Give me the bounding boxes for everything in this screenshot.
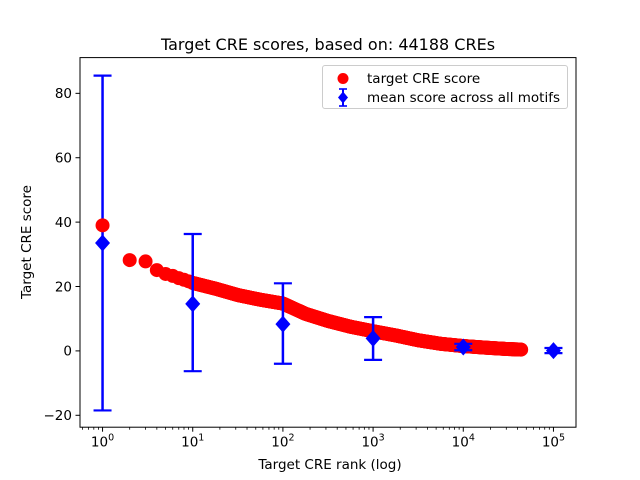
red-scatter-point — [138, 254, 153, 269]
y-tick-label: 40 — [55, 215, 72, 231]
y-tick-label: 60 — [55, 151, 72, 167]
x-tick-label: 103 — [361, 433, 384, 451]
legend-item-target-cre-score: target CRE score — [331, 69, 563, 88]
x-tick-label: 105 — [542, 433, 565, 451]
mean-errorbar — [364, 315, 383, 362]
mean-errorbar — [544, 342, 563, 360]
chart-title: Target CRE scores, based on: 44188 CREs — [160, 35, 496, 54]
red-scatter-point — [514, 342, 529, 357]
x-axis-label: Target CRE rank (log) — [258, 457, 402, 473]
mean-diamond-marker — [185, 295, 201, 313]
y-tick-label: 20 — [55, 279, 72, 295]
legend-label: target CRE score — [367, 70, 481, 87]
y-tick-label: −20 — [44, 408, 73, 424]
blue-diamond-errorbar-icon — [338, 88, 348, 107]
x-tick-label: 101 — [181, 433, 204, 451]
mean-errorbar — [454, 338, 473, 356]
legend-item-mean-score: mean score across all motifs — [331, 88, 563, 107]
red-scatter-point — [122, 253, 137, 268]
legend-label: mean score across all motifs — [367, 89, 561, 106]
y-tick-label: 80 — [55, 86, 72, 102]
mean-diamond-marker — [455, 338, 471, 356]
y-axis-label: Target CRE score — [19, 185, 35, 299]
x-tick-label: 104 — [452, 433, 475, 451]
x-tick-label: 102 — [271, 433, 294, 451]
mean-errorbar — [273, 282, 292, 365]
mean-diamond-marker — [275, 315, 291, 333]
mean-diamond-marker — [365, 329, 381, 347]
red-dot-icon — [337, 73, 349, 84]
mean-diamond-marker — [95, 234, 111, 252]
legend: target CRE score mean score across all m… — [322, 65, 568, 109]
y-tick-label: 0 — [63, 344, 72, 360]
mean-errorbar — [183, 232, 202, 373]
red-scatter-point — [95, 218, 110, 233]
x-tick-label: 100 — [91, 433, 114, 451]
mean-errorbar — [93, 74, 112, 412]
mean-diamond-marker — [545, 342, 561, 360]
axes-frame — [79, 57, 577, 428]
